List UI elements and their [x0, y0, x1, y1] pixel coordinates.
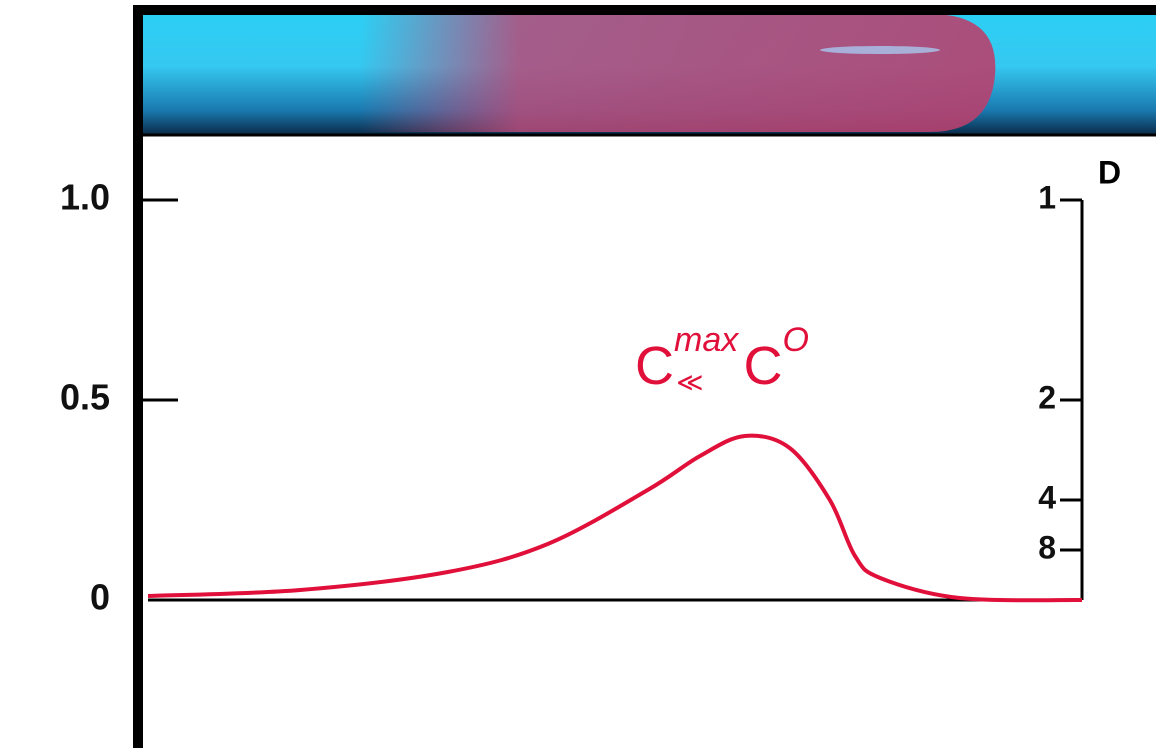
y-tick-label: 0	[90, 577, 110, 618]
y-tick-label: 1.0	[60, 177, 110, 218]
chart: D Cmax≪CO 00.51.01248	[0, 0, 1156, 748]
y2-tick-label: 2	[1038, 379, 1056, 415]
y2-tick-label: 1	[1038, 179, 1056, 215]
annotation: Cmax≪CO	[635, 321, 809, 397]
frame-top	[138, 5, 1156, 15]
y-tick-label: 0.5	[60, 377, 110, 418]
annotation-part: max	[674, 321, 739, 359]
frame-left	[133, 5, 143, 748]
y2-tick-label: 4	[1038, 479, 1056, 515]
annotation-part: O	[782, 321, 808, 359]
droplet	[360, 14, 995, 132]
annotation-part: ≪	[676, 367, 703, 397]
curve	[148, 436, 1082, 601]
annotation-part: C	[635, 336, 674, 396]
y2-axis-label: D	[1098, 154, 1121, 190]
highlight	[820, 46, 940, 54]
annotation-part: C	[743, 336, 782, 396]
page: D Cmax≪CO 00.51.01248 (() => { const dat…	[0, 0, 1156, 753]
y2-tick-label: 8	[1038, 529, 1056, 565]
